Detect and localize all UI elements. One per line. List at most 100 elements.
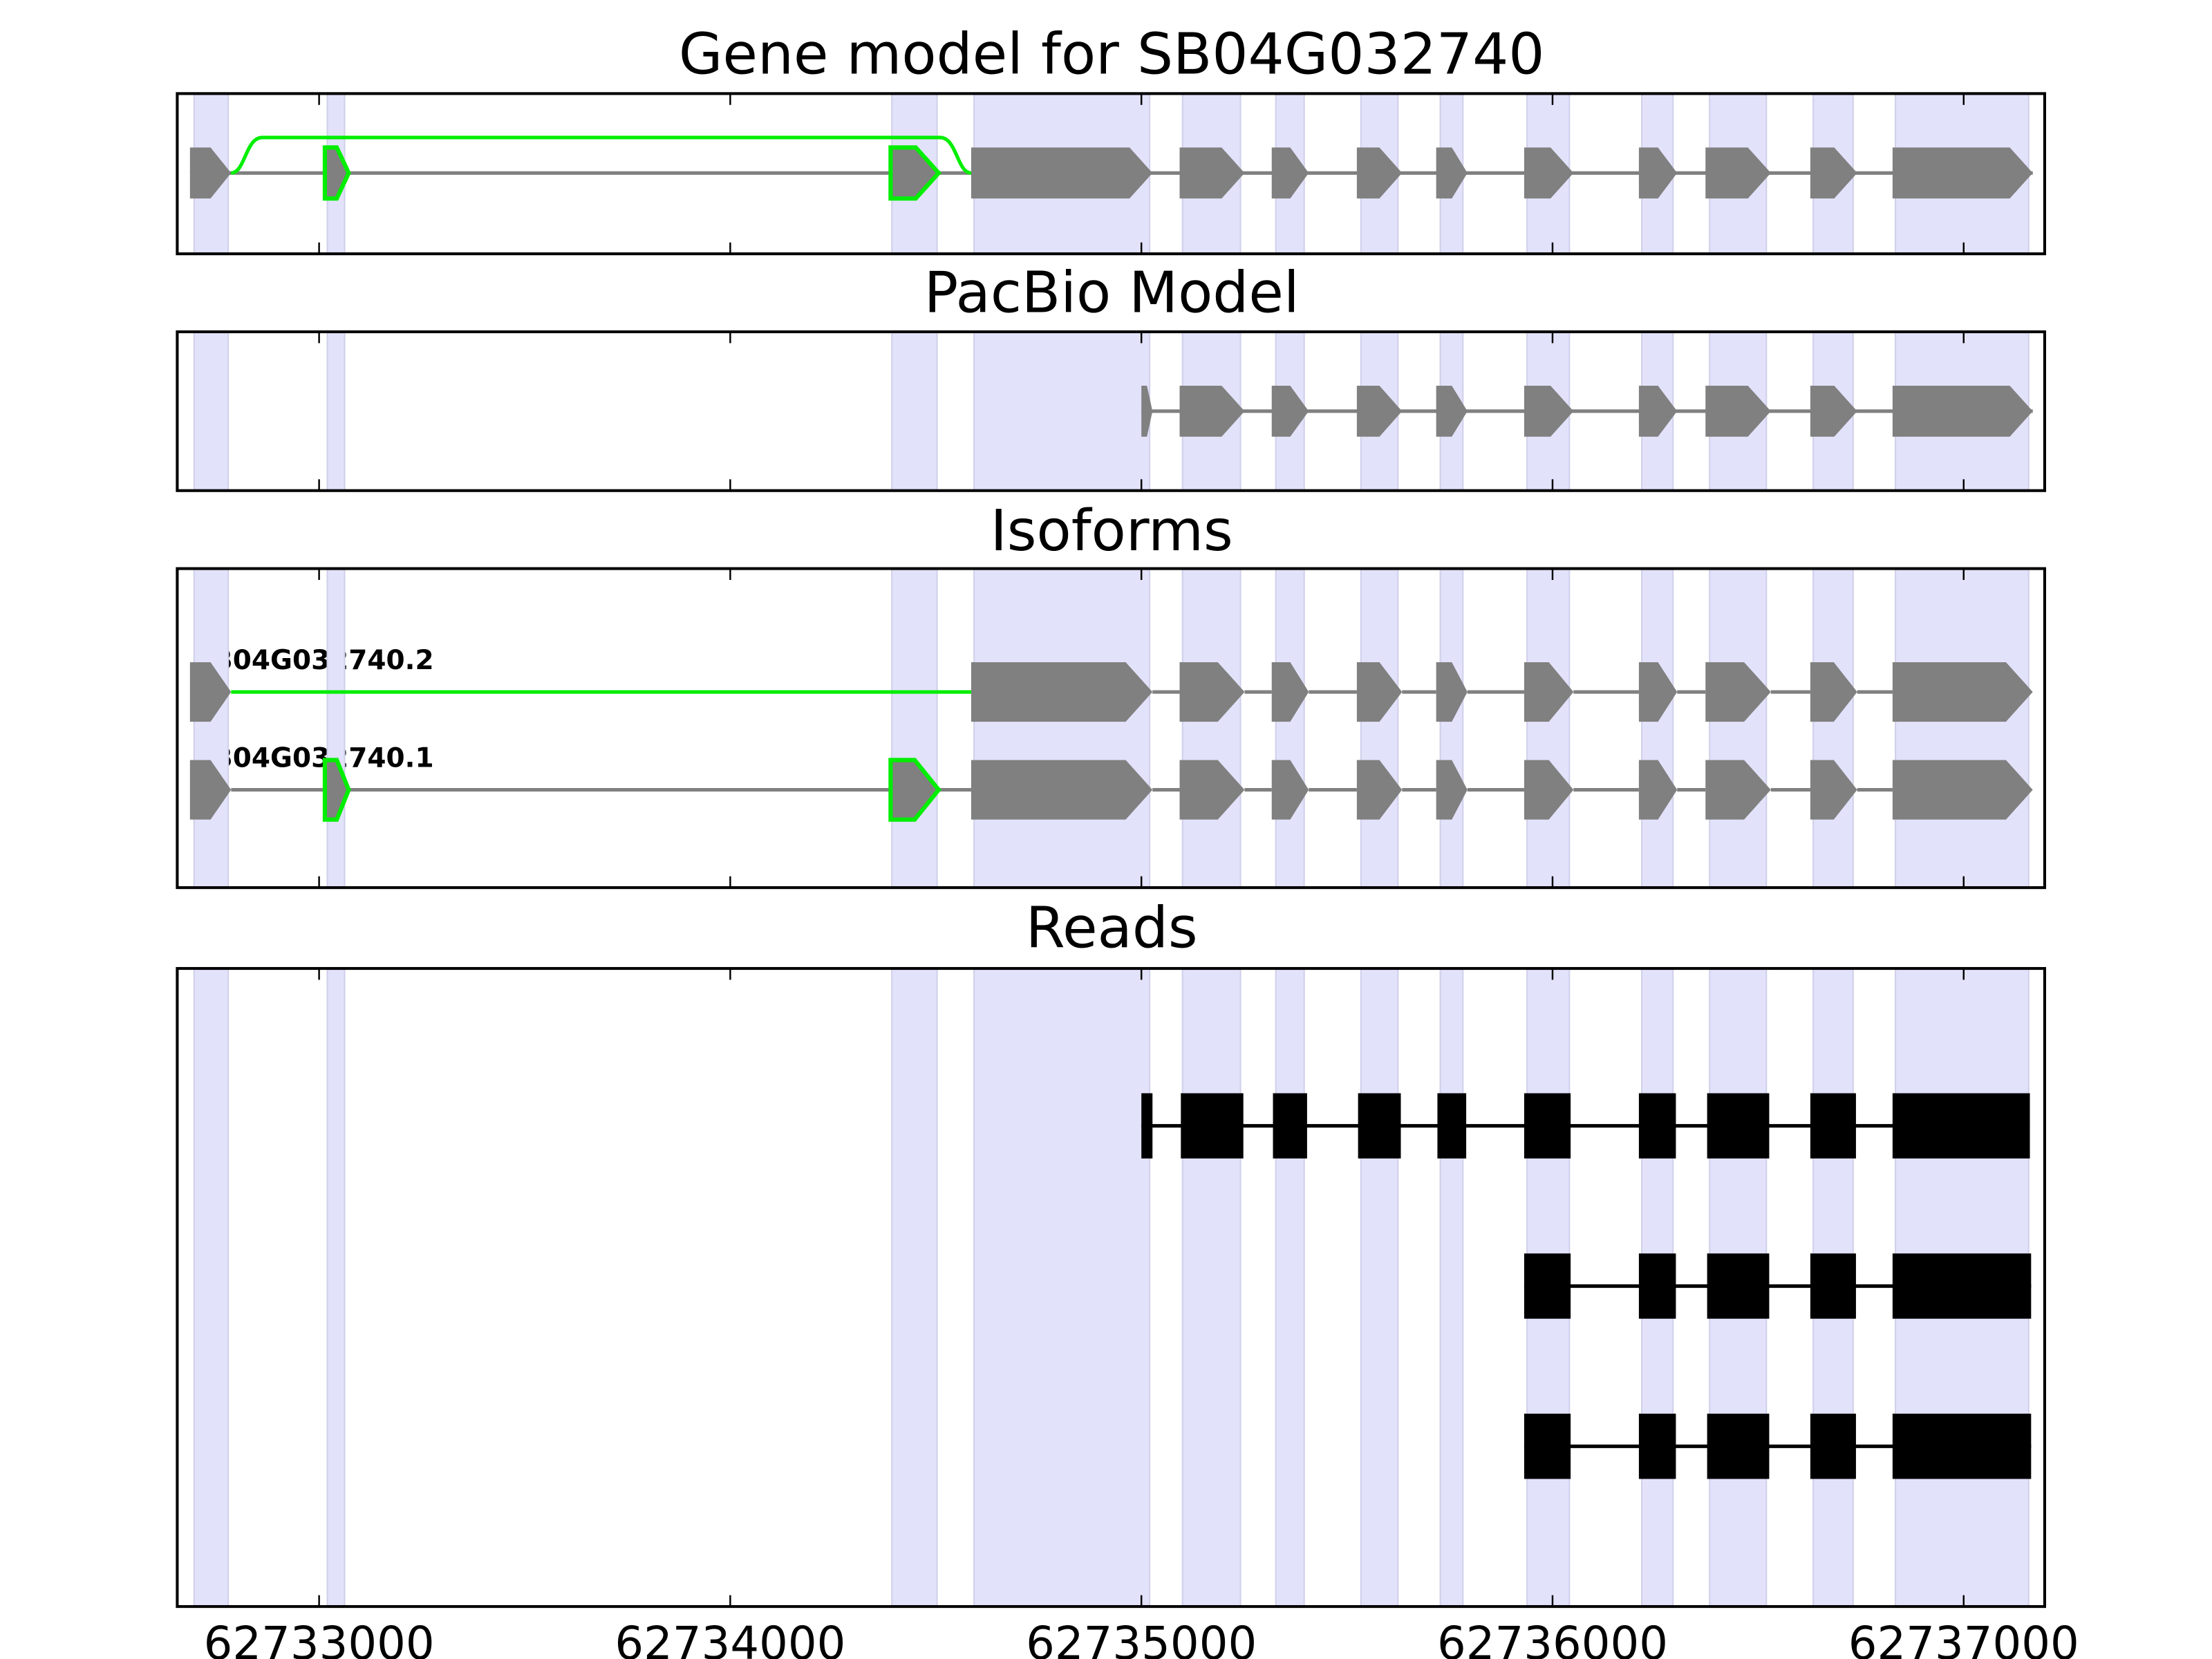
shaded-region — [1439, 568, 1464, 889]
exon — [971, 662, 1153, 722]
exon — [1179, 147, 1245, 199]
shaded-region — [326, 568, 346, 889]
exon — [1436, 147, 1468, 199]
exon — [1892, 147, 2033, 199]
exon — [1892, 385, 2033, 437]
exon — [1356, 662, 1403, 722]
exon — [1436, 662, 1468, 722]
read-block — [1707, 1253, 1770, 1319]
shaded-region — [1275, 967, 1305, 1608]
shaded-region — [973, 568, 1151, 889]
read-block — [1638, 1093, 1676, 1159]
exon — [971, 147, 1153, 199]
exon — [1705, 662, 1771, 722]
read-block — [1181, 1093, 1244, 1159]
read-block — [1707, 1093, 1770, 1159]
exon — [1524, 662, 1574, 722]
exon — [1638, 662, 1678, 722]
exon — [1356, 385, 1403, 437]
read-block — [1638, 1253, 1676, 1319]
exon-skip-arc — [230, 135, 972, 175]
shaded-region — [891, 967, 938, 1608]
isoform-label-1: SB04G032740.1 — [193, 743, 434, 774]
exon — [1810, 662, 1857, 722]
read-block — [1358, 1093, 1401, 1159]
exon — [1436, 385, 1468, 437]
exon — [1271, 760, 1309, 820]
exon — [1356, 760, 1403, 820]
x-tick-label: 62733000 — [204, 1618, 435, 1659]
shaded-region — [973, 330, 1151, 491]
shaded-region — [1275, 568, 1305, 889]
shaded-region — [1641, 568, 1674, 889]
exon — [1810, 147, 1857, 199]
shaded-region — [891, 330, 938, 491]
shaded-region — [193, 568, 229, 889]
exon — [189, 662, 232, 722]
read-block — [1524, 1093, 1571, 1159]
read-block — [1638, 1414, 1676, 1479]
shaded-region — [1360, 568, 1399, 889]
read-block — [1273, 1093, 1307, 1159]
shaded-region — [193, 967, 229, 1608]
exon — [1179, 760, 1245, 820]
exon — [1638, 385, 1678, 437]
x-tick-label: 62734000 — [615, 1618, 845, 1659]
exon — [1524, 760, 1574, 820]
title-isoforms: Isoforms — [991, 498, 1233, 564]
exon — [1810, 760, 1857, 820]
isoform-label-2: SB04G032740.2 — [193, 645, 434, 676]
exon — [1705, 385, 1771, 437]
highlighted-exon — [888, 758, 941, 822]
exon — [1356, 147, 1403, 199]
read-block — [1141, 1093, 1153, 1159]
shaded-region — [326, 967, 346, 1608]
title-reads: Reads — [1026, 895, 1198, 961]
axes-frame — [176, 567, 2046, 890]
exon — [1705, 147, 1771, 199]
exon — [1271, 385, 1309, 437]
read-block — [1810, 1253, 1856, 1319]
read-block — [1524, 1414, 1571, 1479]
shaded-region — [1360, 967, 1399, 1608]
shaded-region — [326, 330, 346, 491]
exon — [1810, 385, 1857, 437]
x-tick-label: 62737000 — [1848, 1618, 2079, 1659]
exon — [1892, 662, 2033, 722]
exon — [1179, 662, 1245, 722]
x-tick-label: 62735000 — [1026, 1618, 1257, 1659]
x-tick-label: 62736000 — [1437, 1618, 1668, 1659]
exon — [1705, 760, 1771, 820]
shaded-region — [1526, 568, 1571, 889]
shaded-region — [1181, 568, 1241, 889]
exon — [189, 760, 232, 820]
axes-frame — [176, 92, 2046, 256]
axes-frame — [176, 966, 2046, 1609]
read-block — [1707, 1414, 1770, 1479]
exon — [971, 760, 1153, 820]
highlighted-exon — [322, 145, 351, 201]
read-block — [1892, 1093, 2030, 1159]
read-block — [1810, 1414, 1856, 1479]
exon — [1524, 385, 1574, 437]
shaded-region — [1895, 568, 2030, 889]
read-block — [1892, 1253, 2032, 1319]
exon — [1524, 147, 1574, 199]
shaded-region — [1439, 967, 1464, 1608]
axes-frame — [176, 330, 2046, 492]
exon — [1141, 385, 1153, 437]
exon — [1271, 662, 1309, 722]
exon — [1436, 760, 1468, 820]
exon — [1179, 385, 1245, 437]
read-block — [1437, 1093, 1467, 1159]
read-block — [1524, 1253, 1571, 1319]
exon — [1892, 760, 2033, 820]
shaded-region — [1812, 568, 1854, 889]
read-block — [1892, 1414, 2032, 1479]
title-pacbio-model: PacBio Model — [924, 260, 1300, 326]
read-block — [1810, 1093, 1856, 1159]
shaded-region — [1181, 967, 1241, 1608]
exon — [1638, 760, 1678, 820]
